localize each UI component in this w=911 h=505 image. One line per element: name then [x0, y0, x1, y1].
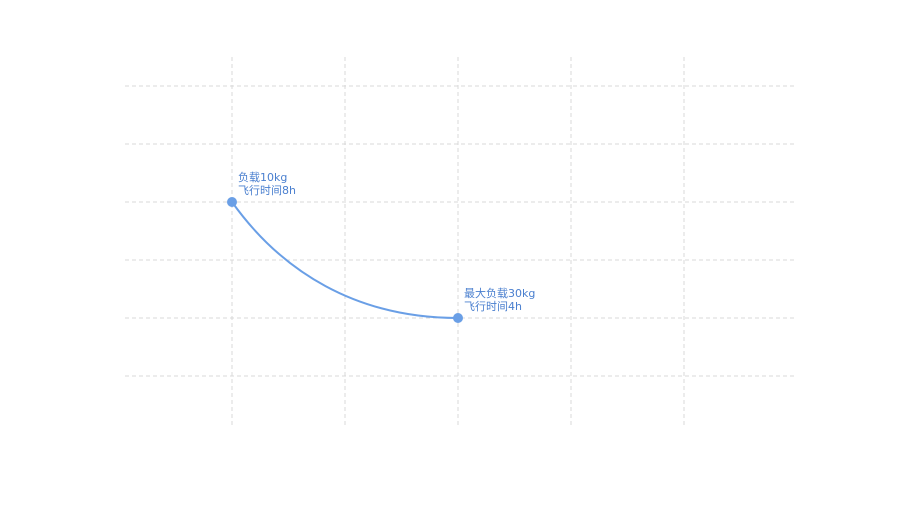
annotation: 负载10kg: [238, 170, 287, 184]
annotation: 最大负载30kg: [464, 286, 535, 300]
point: [453, 313, 463, 323]
annotation: 飞行时间4h: [464, 300, 522, 313]
curve: [231, 201, 459, 319]
point: [227, 197, 237, 207]
annotation: 飞行时间8h: [238, 184, 296, 197]
